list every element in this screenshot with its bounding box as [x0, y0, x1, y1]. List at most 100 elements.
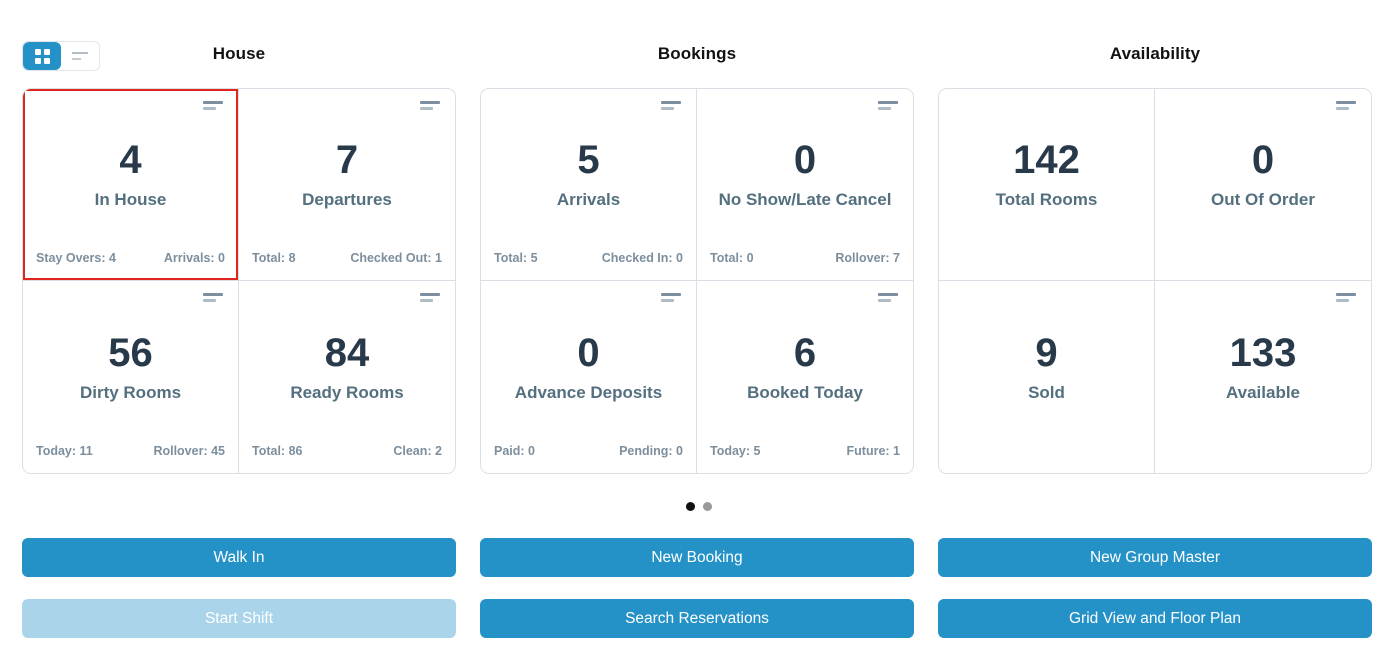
new-booking-button[interactable]: New Booking — [480, 538, 914, 577]
card-footer: Total: 8 Checked Out: 1 — [239, 246, 455, 280]
card-value: 6 — [793, 330, 817, 375]
section-title-bookings: Bookings — [657, 44, 737, 63]
card-menu-icon[interactable] — [420, 101, 440, 110]
stat-card-advance-deposits[interactable]: 0 Advance Deposits Paid: 0 Pending: 0 — [481, 281, 697, 473]
card-footer-left: Total: 86 — [252, 444, 303, 458]
card-value: 0 — [577, 330, 600, 375]
card-menu-icon[interactable] — [878, 293, 898, 302]
stat-card-booked-today[interactable]: 6 Booked Today Today: 5 Future: 1 — [697, 281, 913, 473]
card-body: 5 Arrivals — [481, 89, 696, 246]
card-menu-icon[interactable] — [203, 101, 223, 110]
card-label: Available — [1225, 382, 1301, 402]
card-body: 6 Booked Today — [697, 281, 913, 439]
card-footer-left: Total: 0 — [710, 251, 754, 265]
carousel-dot-2[interactable] — [702, 501, 712, 511]
grid-view-and-floor-plan-button[interactable]: Grid View and Floor Plan — [938, 599, 1372, 638]
card-group-availability: 142 Total Rooms 0 Out Of Order 9 Sold 133 Avail… — [938, 88, 1372, 474]
card-menu-icon[interactable] — [203, 293, 223, 302]
section-headers: House Bookings Availability — [22, 0, 1372, 88]
card-label: Ready Rooms — [290, 382, 404, 402]
card-value: 7 — [335, 138, 359, 182]
card-footer-left: Today: 11 — [36, 444, 93, 458]
card-footer-right: Checked Out: 1 — [350, 251, 442, 265]
start-shift-button[interactable]: Start Shift — [22, 599, 456, 638]
stat-card-sections: 4 In House Stay Overs: 4 Arrivals: 0 7 Depart… — [22, 88, 1372, 474]
carousel-dot-1[interactable] — [685, 501, 695, 511]
card-footer: Today: 11 Rollover: 45 — [23, 439, 238, 473]
list-view-icon — [72, 52, 88, 60]
card-footer-left: Total: 5 — [494, 251, 538, 265]
card-label: Total Rooms — [995, 190, 1098, 209]
card-footer-left: Total: 8 — [252, 251, 296, 265]
section-title-availability: Availability — [1109, 44, 1201, 63]
card-footer — [939, 439, 1154, 473]
stat-card-out-of-order[interactable]: 0 Out Of Order — [1155, 89, 1371, 281]
card-label: Arrivals — [556, 190, 621, 209]
card-value: 0 — [1251, 138, 1275, 182]
card-footer: Total: 86 Clean: 2 — [239, 439, 455, 473]
card-label: Dirty Rooms — [79, 382, 182, 402]
stat-card-arrivals[interactable]: 5 Arrivals Total: 5 Checked In: 0 — [481, 89, 697, 281]
card-menu-icon[interactable] — [878, 101, 898, 110]
card-footer: Paid: 0 Pending: 0 — [481, 439, 696, 473]
stat-card-departures[interactable]: 7 Departures Total: 8 Checked Out: 1 — [239, 89, 455, 281]
card-label: Departures — [302, 190, 392, 209]
card-footer-right: Checked In: 0 — [601, 251, 683, 265]
list-view-button[interactable] — [61, 42, 99, 70]
card-footer: Today: 5 Future: 1 — [697, 439, 913, 473]
stat-card-available[interactable]: 133 Available — [1155, 281, 1371, 473]
card-footer — [1155, 246, 1371, 280]
card-menu-icon[interactable] — [661, 101, 681, 110]
stat-card-ready-rooms[interactable]: 84 Ready Rooms Total: 86 Clean: 2 — [239, 281, 455, 473]
card-body: 56 Dirty Rooms — [23, 281, 238, 439]
card-label: Sold — [1028, 382, 1065, 402]
card-menu-icon[interactable] — [1336, 293, 1356, 302]
card-footer-right: Rollover: 7 — [835, 251, 900, 265]
search-reservations-button[interactable]: Search Reservations — [480, 599, 914, 638]
grid-view-icon — [34, 48, 50, 64]
card-value: 9 — [1035, 330, 1058, 375]
card-value: 133 — [1229, 330, 1297, 375]
stat-card-dirty-rooms[interactable]: 56 Dirty Rooms Today: 11 Rollover: 45 — [23, 281, 239, 473]
stat-card-no-show-late-cancel[interactable]: 0 No Show/Late Cancel Total: 0 Rollover: 7 — [697, 89, 913, 281]
topbar: House Bookings Availability — [0, 0, 1397, 88]
stat-card-in-house[interactable]: 4 In House Stay Overs: 4 Arrivals: 0 — [23, 89, 239, 281]
card-label: In House — [94, 190, 167, 209]
stat-card-total-rooms[interactable]: 142 Total Rooms — [939, 89, 1155, 281]
card-footer: Total: 0 Rollover: 7 — [697, 246, 913, 280]
card-footer: Total: 5 Checked In: 0 — [481, 246, 696, 280]
card-body: 84 Ready Rooms — [239, 281, 455, 439]
card-footer-left: Today: 5 — [710, 444, 761, 458]
card-group-bookings: 5 Arrivals Total: 5 Checked In: 0 0 No Show/L… — [480, 88, 914, 474]
card-value: 0 — [793, 138, 817, 182]
card-body: 142 Total Rooms — [939, 89, 1154, 246]
card-value: 56 — [108, 330, 153, 375]
card-value: 4 — [119, 138, 142, 182]
card-footer-right: Pending: 0 — [619, 444, 683, 458]
action-buttons: Walk In New Booking New Group Master Start … — [22, 538, 1372, 638]
card-body: 133 Available — [1155, 281, 1371, 439]
stat-card-sold[interactable]: 9 Sold — [939, 281, 1155, 473]
section-title-house: House — [212, 44, 266, 63]
new-group-master-button[interactable]: New Group Master — [938, 538, 1372, 577]
card-footer-left: Stay Overs: 4 — [36, 251, 116, 265]
grid-view-button[interactable] — [23, 42, 61, 70]
card-value: 84 — [324, 330, 370, 375]
card-group-house: 4 In House Stay Overs: 4 Arrivals: 0 7 Depart… — [22, 88, 456, 474]
card-menu-icon[interactable] — [661, 293, 681, 302]
card-label: Advance Deposits — [514, 382, 663, 402]
card-body: 9 Sold — [939, 281, 1154, 439]
card-footer-right: Future: 1 — [846, 444, 900, 458]
carousel-pagination — [0, 474, 1397, 538]
card-body: 0 Advance Deposits — [481, 281, 696, 439]
card-value: 142 — [1013, 138, 1080, 182]
card-label: No Show/Late Cancel — [718, 190, 892, 209]
card-menu-icon[interactable] — [1336, 101, 1356, 110]
walk-in-button[interactable]: Walk In — [22, 538, 456, 577]
card-menu-icon[interactable] — [420, 293, 440, 302]
card-value: 5 — [577, 138, 600, 182]
card-body: 4 In House — [23, 89, 238, 246]
view-toggle — [22, 41, 100, 71]
card-label: Booked Today — [747, 382, 863, 402]
